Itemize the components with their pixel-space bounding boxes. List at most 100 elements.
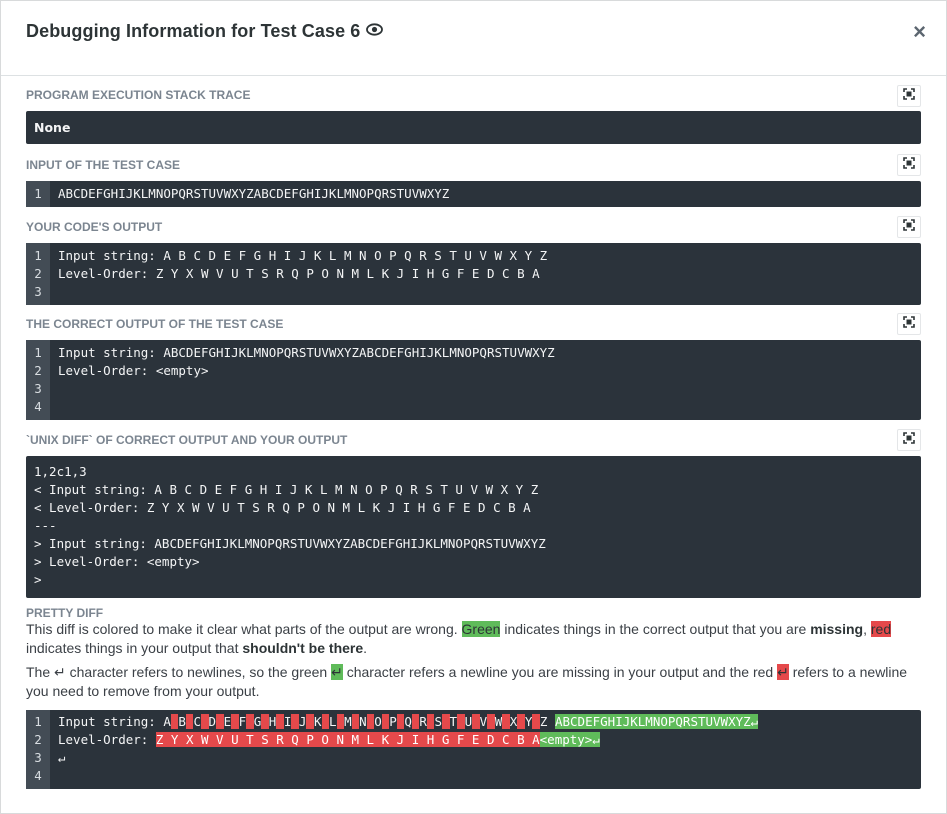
pretty-diff-code-block: 1 Input string: A B C D E F G H I J K L M… <box>26 710 921 789</box>
removed-space <box>502 714 510 729</box>
code-line: 2 Level-Order: Z Y X W V U T S R Q P O N … <box>34 266 540 281</box>
diff-letter: O <box>374 714 382 729</box>
stack-trace-block: None <box>26 111 921 144</box>
code-line: 1 ABCDEFGHIJKLMNOPQRSTUVWXYZABCDEFGHIJKLM… <box>34 186 450 201</box>
diff-letter: E <box>223 714 232 729</box>
removed-space <box>336 714 345 729</box>
code-line: 1 Input string: A B C D E F G H I J K L M… <box>34 248 548 263</box>
removed-space <box>246 714 254 729</box>
expand-icon <box>903 87 915 105</box>
correct-output-code-block: 1 Input string: ABCDEFGHIJKLMNOPQRSTUVWXY… <box>26 340 921 420</box>
diff-letter: D <box>208 714 217 729</box>
removed-space <box>472 714 480 729</box>
diff-letter: Y <box>524 714 533 729</box>
input-code-block: 1 ABCDEFGHIJKLMNOPQRSTUVWXYZABCDEFGHIJKLM… <box>26 181 921 207</box>
pretty-diff-description: This diff is colored to make it clear wh… <box>26 621 892 656</box>
eye-icon[interactable] <box>366 20 384 41</box>
diff-letter: U <box>464 714 473 729</box>
removed-space <box>185 714 194 729</box>
expand-icon <box>903 431 915 449</box>
modal-header: Debugging Information for Test Case 6 × <box>1 1 946 76</box>
code-line: 3 <box>34 284 42 299</box>
pretty-diff-label: PRETTY DIFF <box>26 606 104 620</box>
your-output-code-block: 1 Input string: A B C D E F G H I J K L M… <box>26 243 921 305</box>
removed-space <box>306 714 314 729</box>
diff-letter: I <box>283 714 292 729</box>
removed-letters: B C D E F G H I J K L M N O P Q R S T U … <box>170 714 548 729</box>
diff-letter: G <box>253 714 262 729</box>
removed-space <box>426 714 435 729</box>
removed-space <box>216 714 224 729</box>
diff-letter: C <box>193 714 202 729</box>
removed-space <box>442 714 450 729</box>
diff-line: 1,2c1,3 <box>34 464 87 479</box>
removed-space <box>487 714 495 729</box>
diff-letter: H <box>268 714 277 729</box>
diff-letter: R <box>419 714 427 729</box>
unix-diff-code-block: 1,2c1,3 < Input string: A B C D E F G H … <box>26 456 921 598</box>
expand-icon <box>903 315 915 333</box>
removed-space <box>411 714 420 729</box>
removed-space <box>261 714 269 729</box>
stack-trace-label: PROGRAM EXECUTION STACK TRACE <box>26 88 251 102</box>
diff-letter: L <box>329 714 337 729</box>
removed-space <box>366 714 375 729</box>
diff-line: > Input string: ABCDEFGHIJKLMNOPQRSTUVWX… <box>34 536 546 551</box>
removed-space <box>321 714 330 729</box>
removed-space <box>517 714 525 729</box>
diff-letter: F <box>238 714 247 729</box>
diff-letter: M <box>344 714 352 729</box>
stack-trace-value: None <box>34 120 71 135</box>
diff-line: --- <box>34 518 57 533</box>
expand-icon <box>903 156 915 174</box>
modal-title-text: Debugging Information for Test Case 6 <box>26 21 361 41</box>
diff-letter: Z <box>539 714 548 729</box>
removed-space <box>291 714 299 729</box>
expand-correct-output-button[interactable] <box>897 313 921 335</box>
correct-output-label: THE CORRECT OUTPUT OF THE TEST CASE <box>26 317 284 331</box>
removed-segment: Z Y X W V U T S R Q P O N M L K J I H G … <box>155 732 540 747</box>
unix-diff-label: `UNIX DIFF` OF CORRECT OUTPUT AND YOUR O… <box>26 433 348 447</box>
diff-letter: T <box>449 714 458 729</box>
code-line: 1 Input string: ABCDEFGHIJKLMNOPQRSTUVWXY… <box>34 345 555 360</box>
removed-space <box>532 714 540 729</box>
expand-stack-trace-button[interactable] <box>897 85 921 107</box>
expand-input-button[interactable] <box>897 154 921 176</box>
input-label: INPUT OF THE TEST CASE <box>26 158 181 172</box>
pretty-diff-line: 4 <box>34 768 42 783</box>
diff-letter: K <box>313 714 322 729</box>
added-segment: ABCDEFGHIJKLMNOPQRSTUVWXYZ↵ <box>554 714 759 729</box>
diff-letter: W <box>494 714 503 729</box>
expand-unix-diff-button[interactable] <box>897 429 921 451</box>
removed-space <box>201 714 209 729</box>
diff-line: > Level-Order: <empty> <box>34 554 200 569</box>
expand-icon <box>903 218 915 236</box>
diff-line: < Level-Order: Z Y X W V U T S R Q P O N… <box>34 500 531 515</box>
red-sample: red <box>870 621 892 637</box>
diff-letter: X <box>509 714 518 729</box>
code-line: 3 <box>34 381 42 396</box>
red-newline-sample: ↵ <box>777 664 789 680</box>
diff-letter: N <box>359 714 367 729</box>
diff-line: < Input string: A B C D E F G H I J K L … <box>34 482 539 497</box>
removed-space <box>381 714 390 729</box>
modal-title: Debugging Information for Test Case 6 <box>26 20 384 43</box>
diff-letter: Q <box>404 714 412 729</box>
diff-letter: P <box>389 714 397 729</box>
diff-line: > <box>34 572 42 587</box>
removed-space <box>276 714 284 729</box>
green-sample: Green <box>461 621 501 637</box>
diff-letter: S <box>434 714 443 729</box>
removed-space <box>351 714 360 729</box>
pretty-diff-line: 3 ↵ <box>34 750 66 765</box>
removed-space <box>231 714 239 729</box>
your-output-label: YOUR CODE'S OUTPUT <box>26 220 163 234</box>
expand-your-output-button[interactable] <box>897 216 921 238</box>
diff-letter: J <box>298 714 307 729</box>
removed-space <box>457 714 465 729</box>
close-icon[interactable]: × <box>913 19 926 44</box>
pretty-diff-newline-note: The ↵ character refers to newlines, so t… <box>26 664 908 699</box>
pretty-diff-line: 1 Input string: A B C D E F G H I J K L M… <box>34 714 759 729</box>
diff-letter: B <box>178 714 186 729</box>
